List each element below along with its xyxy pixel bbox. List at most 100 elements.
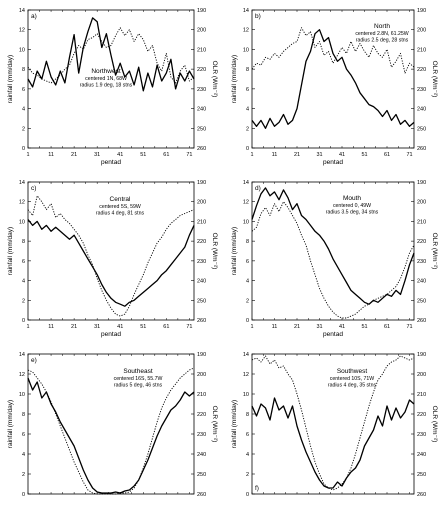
x-tick-label: 1 <box>26 324 29 330</box>
y2-tick-label: 230 <box>197 259 206 265</box>
x-tick-label: 61 <box>384 152 390 158</box>
y2-tick-label: 240 <box>417 452 426 458</box>
y2-tick-label: 220 <box>417 412 426 418</box>
panel-5: 0 2 4 6 8 10 12 14 190 200 210 220 230 240 250 260 rainf… <box>7 352 218 498</box>
y-tick-label: 4 <box>22 279 25 285</box>
x-tick-label: 41 <box>339 324 345 330</box>
y2-tick-label: 260 <box>417 492 426 498</box>
y-tick-label: 12 <box>19 372 25 378</box>
y-tick-label: 12 <box>243 28 249 34</box>
rainfall-series-line <box>251 397 415 489</box>
panel-note: centered 0, 49W <box>333 203 371 209</box>
y-tick-label: 12 <box>243 372 249 378</box>
y-tick-label: 10 <box>19 392 25 398</box>
panel-letter: a) <box>31 13 37 20</box>
y2-tick-label: 230 <box>197 87 206 93</box>
y-tick-label: 12 <box>19 200 25 206</box>
y-tick-label: 2 <box>246 472 249 478</box>
rainfall-series-line <box>27 377 195 494</box>
y2-tick-label: 200 <box>417 372 426 378</box>
y-tick-label: 8 <box>246 412 249 418</box>
x-tick-label: 61 <box>163 152 169 158</box>
plot-frame <box>27 353 195 495</box>
x-tick-label: 21 <box>294 152 300 158</box>
y-tick-label: 2 <box>22 298 25 304</box>
x-tick-label: 21 <box>294 324 300 330</box>
y-tick-label: 4 <box>246 452 249 458</box>
x-tick-label: 51 <box>140 324 146 330</box>
y-tick-label: 6 <box>22 432 25 438</box>
y-tick-label: 10 <box>19 219 25 225</box>
plot-frame <box>27 181 195 321</box>
y2-tick-label: 210 <box>417 392 426 398</box>
y2-tick-label: 210 <box>417 219 426 225</box>
y2-tick-label: 190 <box>197 352 206 358</box>
x-tick-label: 31 <box>94 324 100 330</box>
y2-tick-label: 210 <box>197 47 206 53</box>
y2-tick-label: 220 <box>417 239 426 245</box>
y2-axis-title: OLR (Wm⁻²) <box>211 233 218 270</box>
y2-tick-label: 260 <box>417 146 426 152</box>
y-tick-label: 14 <box>19 8 25 14</box>
x-tick-label: 71 <box>406 152 412 158</box>
panel-note: radius 1.9 deg, 18 stns <box>80 83 133 89</box>
y2-tick-label: 260 <box>417 318 426 324</box>
x-tick-label: 61 <box>163 324 169 330</box>
panel-note: centered 16S, 55.7W <box>114 376 163 382</box>
x-tick-label: 1 <box>250 152 253 158</box>
y2-axis-title: OLR (Wm⁻²) <box>431 406 438 443</box>
y-tick-label: 0 <box>22 492 25 498</box>
panel-title: Southeast <box>123 368 152 375</box>
y2-tick-label: 250 <box>197 126 206 132</box>
y-tick-label: 10 <box>243 219 249 225</box>
x-tick-label: 21 <box>71 152 77 158</box>
y2-axis-title: OLR (Wm⁻²) <box>211 61 218 98</box>
y2-tick-label: 220 <box>417 67 426 73</box>
y2-tick-label: 190 <box>197 8 206 14</box>
panel-note: centered 5S, 59W <box>99 204 141 210</box>
y-axis-title: rainfall (mm/day) <box>7 227 14 275</box>
x-tick-label: 11 <box>48 324 54 330</box>
x-tick-label: 71 <box>186 152 192 158</box>
y2-tick-label: 250 <box>197 472 206 478</box>
panel-title: North <box>374 23 390 30</box>
panel-note: radius 4 deg, 81 stns <box>96 211 145 217</box>
y2-tick-label: 200 <box>197 200 206 206</box>
y-axis-title: rainfall (mm/day) <box>7 55 14 103</box>
panel-title: Southwest <box>337 368 368 375</box>
y-tick-label: 6 <box>22 259 25 265</box>
x-axis-title: pentad <box>101 331 121 338</box>
rainfall-series-line <box>27 17 195 92</box>
y2-tick-label: 200 <box>197 28 206 34</box>
y-tick-label: 0 <box>246 318 249 324</box>
y-tick-label: 14 <box>243 8 249 14</box>
y2-axis-title: OLR (Wm⁻²) <box>211 406 218 443</box>
y2-tick-label: 250 <box>197 298 206 304</box>
panel-letter: b) <box>255 13 261 20</box>
y2-tick-label: 210 <box>197 392 206 398</box>
panel-letter: e) <box>31 357 37 364</box>
y2-tick-label: 230 <box>417 259 426 265</box>
y-tick-label: 14 <box>243 352 249 358</box>
y-tick-label: 2 <box>22 472 25 478</box>
y-tick-label: 14 <box>19 180 25 186</box>
y-tick-label: 4 <box>246 107 249 113</box>
y-tick-label: 14 <box>19 352 25 358</box>
y2-tick-label: 230 <box>197 432 206 438</box>
panel-note: radius 4 deg, 35 stns <box>328 383 377 389</box>
y-tick-label: 10 <box>243 47 249 53</box>
olr-series-line <box>27 27 195 84</box>
y2-tick-label: 240 <box>197 279 206 285</box>
plot-frame <box>251 353 415 495</box>
x-tick-label: 11 <box>272 324 278 330</box>
panel-6: 0 2 4 6 8 10 12 14 190 200 210 220 230 240 250 260 rainf… <box>231 352 438 498</box>
olr-series-line <box>251 27 415 74</box>
olr-series-line <box>27 367 195 495</box>
y-tick-label: 4 <box>22 107 25 113</box>
y2-tick-label: 210 <box>417 47 426 53</box>
y-tick-label: 10 <box>243 392 249 398</box>
rainfall-series-line <box>251 187 415 305</box>
y-tick-label: 14 <box>243 180 249 186</box>
